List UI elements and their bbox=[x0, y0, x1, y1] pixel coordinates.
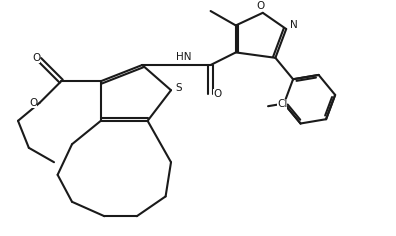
Text: Cl: Cl bbox=[277, 99, 287, 110]
Text: S: S bbox=[175, 83, 182, 93]
Text: O: O bbox=[213, 89, 221, 99]
Text: O: O bbox=[32, 53, 40, 63]
Text: O: O bbox=[257, 1, 265, 11]
Text: HN: HN bbox=[176, 52, 191, 62]
Text: N: N bbox=[290, 21, 298, 30]
Text: O: O bbox=[29, 98, 37, 108]
